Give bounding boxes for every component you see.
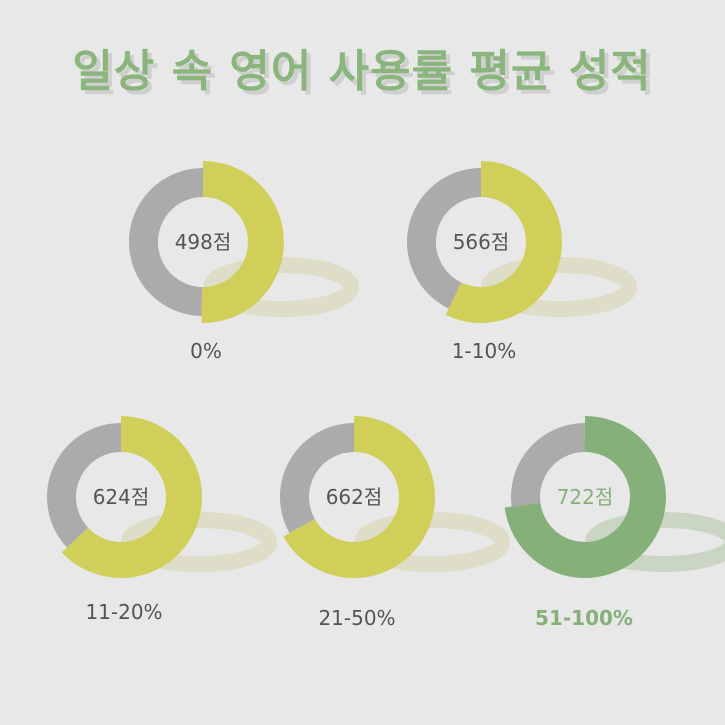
donut-track	[511, 423, 586, 507]
donut-track	[129, 168, 204, 316]
title-group: 일상 속 영어 사용률 평균 성적 일상 속 영어 사용률 평균 성적	[72, 46, 655, 101]
donut-2: 566점 1-10%	[407, 161, 637, 363]
category-label: 51-100%	[535, 606, 633, 630]
category-label: 0%	[190, 339, 222, 363]
category-label: 1-10%	[452, 339, 516, 363]
category-label: 11-20%	[85, 600, 162, 624]
donut-track	[407, 168, 482, 309]
donut-value-arc	[283, 416, 435, 578]
donut-track	[280, 423, 355, 534]
donut-4: 662점 21-50%	[280, 416, 510, 630]
donut-5: 722점 51-100%	[504, 416, 725, 630]
score-label: 498점	[175, 230, 232, 254]
donut-value-arc	[445, 161, 562, 323]
donut-charts: 498점 0% 566점 1-10% 624점 11-20% 662점 21-50% 722점 5…	[47, 161, 725, 630]
donut-value-arc	[61, 416, 202, 578]
donut-value-arc	[504, 416, 666, 578]
donut-track	[47, 423, 122, 548]
score-label: 566점	[453, 230, 510, 254]
score-label: 662점	[326, 485, 383, 509]
donut-value-arc	[201, 161, 284, 323]
donut-3: 624점 11-20%	[47, 416, 277, 624]
title-shadow: 일상 속 영어 사용률 평균 성적	[76, 50, 655, 101]
donut-1: 498점 0%	[129, 161, 359, 363]
score-label: 624점	[93, 485, 150, 509]
score-label: 722점	[557, 485, 614, 509]
chart-title: 일상 속 영어 사용률 평균 성적	[72, 46, 651, 97]
category-label: 21-50%	[318, 606, 395, 630]
